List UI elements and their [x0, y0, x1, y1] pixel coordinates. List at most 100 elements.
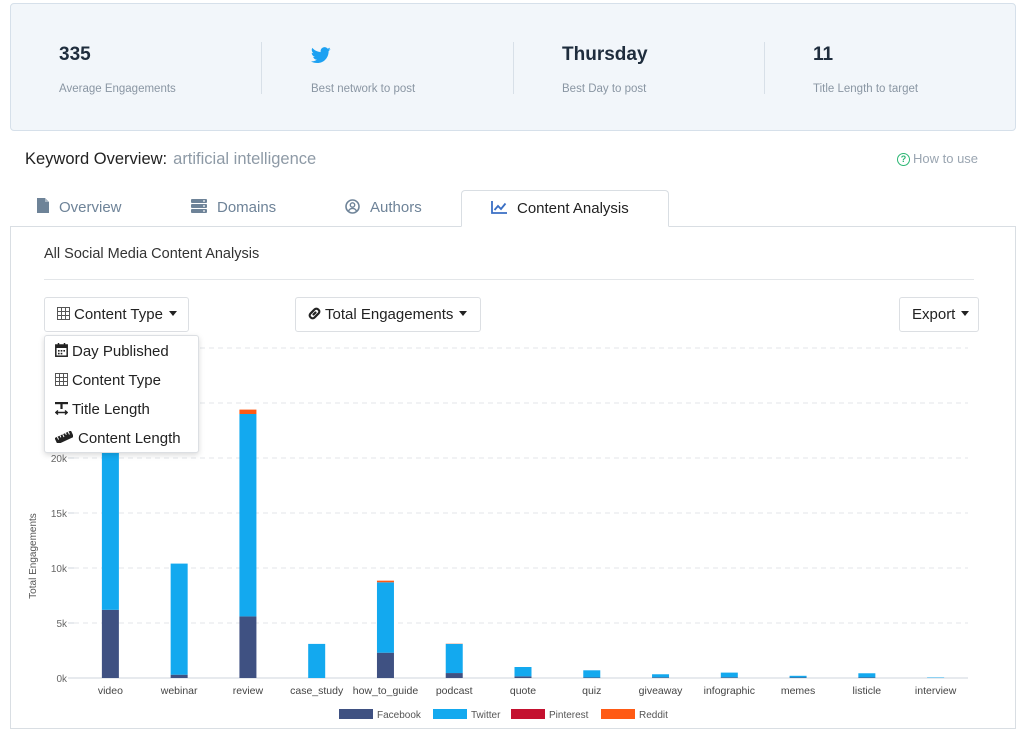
- menu-item-day-published[interactable]: Day Published: [55, 343, 169, 360]
- grid-icon: [55, 373, 68, 386]
- keyword-overview: Keyword Overview: artificial intelligence: [25, 150, 316, 169]
- file-icon: [37, 198, 49, 213]
- tab-bar: Overview Domains Authors Content Analysi…: [10, 190, 1016, 227]
- menu-item-label: Content Length: [78, 430, 181, 447]
- how-to-use-link[interactable]: ? How to use: [897, 151, 978, 166]
- x-tick-label: podcast: [436, 685, 473, 697]
- tab-overview[interactable]: Overview: [37, 190, 122, 227]
- bar-facebook: [720, 677, 738, 678]
- tab-domains[interactable]: Domains: [191, 190, 276, 227]
- legend-label: Reddit: [639, 710, 668, 721]
- export-button[interactable]: Export: [899, 297, 980, 332]
- tab-label: Domains: [217, 199, 277, 216]
- bar-facebook: [101, 609, 119, 678]
- export-label: Export: [912, 306, 956, 323]
- tab-label: Overview: [59, 199, 122, 216]
- bar-twitter: [239, 414, 257, 617]
- y-tick-label: 0k: [56, 674, 68, 685]
- stat-divider: [513, 42, 514, 94]
- bar-facebook: [789, 677, 807, 678]
- stat-label: Best network to post: [311, 83, 416, 95]
- bar-facebook: [239, 616, 257, 678]
- tab-content-analysis[interactable]: Content Analysis: [461, 190, 669, 227]
- ruler-icon: [54, 430, 74, 445]
- stat-label: Title Length to target: [813, 83, 919, 95]
- stat-value: 11: [813, 44, 834, 65]
- menu-item-label: Title Length: [72, 401, 150, 418]
- x-tick-label: giveaway: [639, 685, 684, 697]
- question-circle-icon: ?: [897, 153, 910, 166]
- x-tick-label: memes: [781, 685, 815, 697]
- legend-swatch-reddit: [601, 709, 635, 719]
- metric-label: Total Engagements: [325, 306, 454, 323]
- stat-label: Best Day to post: [562, 83, 647, 95]
- legend-label: Pinterest: [549, 710, 589, 721]
- panel-title: All Social Media Content Analysis: [44, 246, 260, 262]
- x-tick-label: interview: [915, 685, 957, 697]
- bar-twitter: [170, 563, 188, 675]
- bar-twitter: [376, 582, 394, 653]
- how-to-use-label: How to use: [913, 151, 979, 166]
- caret-down-icon: [459, 311, 468, 316]
- bar-facebook: [445, 673, 463, 678]
- content-type-bar-chart: 0k 5k 10k 15k 20k Total Engagements video webin…: [28, 347, 968, 721]
- bar-twitter: [858, 673, 876, 678]
- link-icon: [308, 307, 321, 320]
- content-analysis-panel: All Social Media Content Analysis 0k 5k 10…: [10, 226, 1016, 729]
- bar-twitter: [445, 643, 463, 674]
- y-tick-label: 10k: [51, 564, 68, 575]
- text-width-icon: [54, 402, 69, 416]
- x-tick-label: infographic: [704, 685, 755, 697]
- tab-label: Authors: [370, 199, 422, 216]
- bar-twitter: [652, 674, 670, 678]
- x-tick-label: video: [98, 685, 123, 697]
- bar-facebook: [514, 676, 532, 678]
- server-icon: [191, 199, 207, 213]
- user-circle-icon: [345, 199, 360, 214]
- stat-value: 335: [59, 44, 91, 65]
- x-tick-label: listicle: [853, 685, 882, 697]
- stat-divider: [764, 42, 765, 94]
- legend-swatch-facebook: [339, 709, 373, 719]
- bar-twitter: [789, 675, 807, 678]
- panel-divider: [44, 279, 974, 280]
- x-tick-label: how_to_guide: [353, 685, 419, 697]
- menu-item-title-length[interactable]: Title Length: [54, 401, 150, 418]
- bar-reddit: [239, 409, 257, 414]
- legend-label: Twitter: [471, 710, 501, 721]
- keyword-label: Keyword Overview:: [25, 150, 168, 168]
- bar-facebook: [583, 677, 601, 678]
- menu-item-label: Day Published: [72, 343, 169, 360]
- stat-value: Thursday: [562, 44, 648, 65]
- bar-reddit: [376, 580, 394, 583]
- menu-item-content-length[interactable]: Content Length: [54, 430, 181, 447]
- calendar-icon: [55, 343, 68, 357]
- y-tick-label: 15k: [51, 509, 68, 520]
- tab-authors[interactable]: Authors: [345, 190, 422, 227]
- bar-facebook: [652, 677, 670, 678]
- bar-facebook: [376, 652, 394, 678]
- line-chart-icon: [491, 201, 507, 214]
- y-tick-label: 5k: [56, 619, 68, 630]
- x-tick-label: case_study: [290, 685, 344, 697]
- x-tick-label: quiz: [582, 685, 601, 697]
- metric-dropdown-button[interactable]: Total Engagements: [295, 297, 482, 332]
- bar-twitter: [583, 670, 601, 678]
- content-type-dropdown-button[interactable]: Content Type: [44, 297, 189, 332]
- menu-item-content-type[interactable]: Content Type: [55, 372, 161, 389]
- legend-label: Facebook: [377, 710, 422, 721]
- content-type-label: Content Type: [74, 306, 163, 323]
- keyword-term: artificial intelligence: [173, 150, 317, 168]
- x-tick-label: review: [233, 685, 264, 697]
- bar-facebook: [858, 677, 876, 678]
- caret-down-icon: [961, 311, 970, 316]
- stats-panel: 335 Average Engagements Best network to …: [10, 3, 1016, 131]
- caret-down-icon: [168, 311, 177, 316]
- y-axis-label: Total Engagements: [28, 513, 39, 599]
- x-tick-label: webinar: [160, 685, 198, 697]
- legend-swatch-twitter: [433, 709, 467, 719]
- content-type-dropdown-menu: Day Published Content Type Title Length …: [44, 335, 199, 453]
- y-tick-label: 20k: [51, 454, 68, 465]
- twitter-bird-icon: [310, 47, 331, 69]
- stat-label: Average Engagements: [59, 83, 176, 95]
